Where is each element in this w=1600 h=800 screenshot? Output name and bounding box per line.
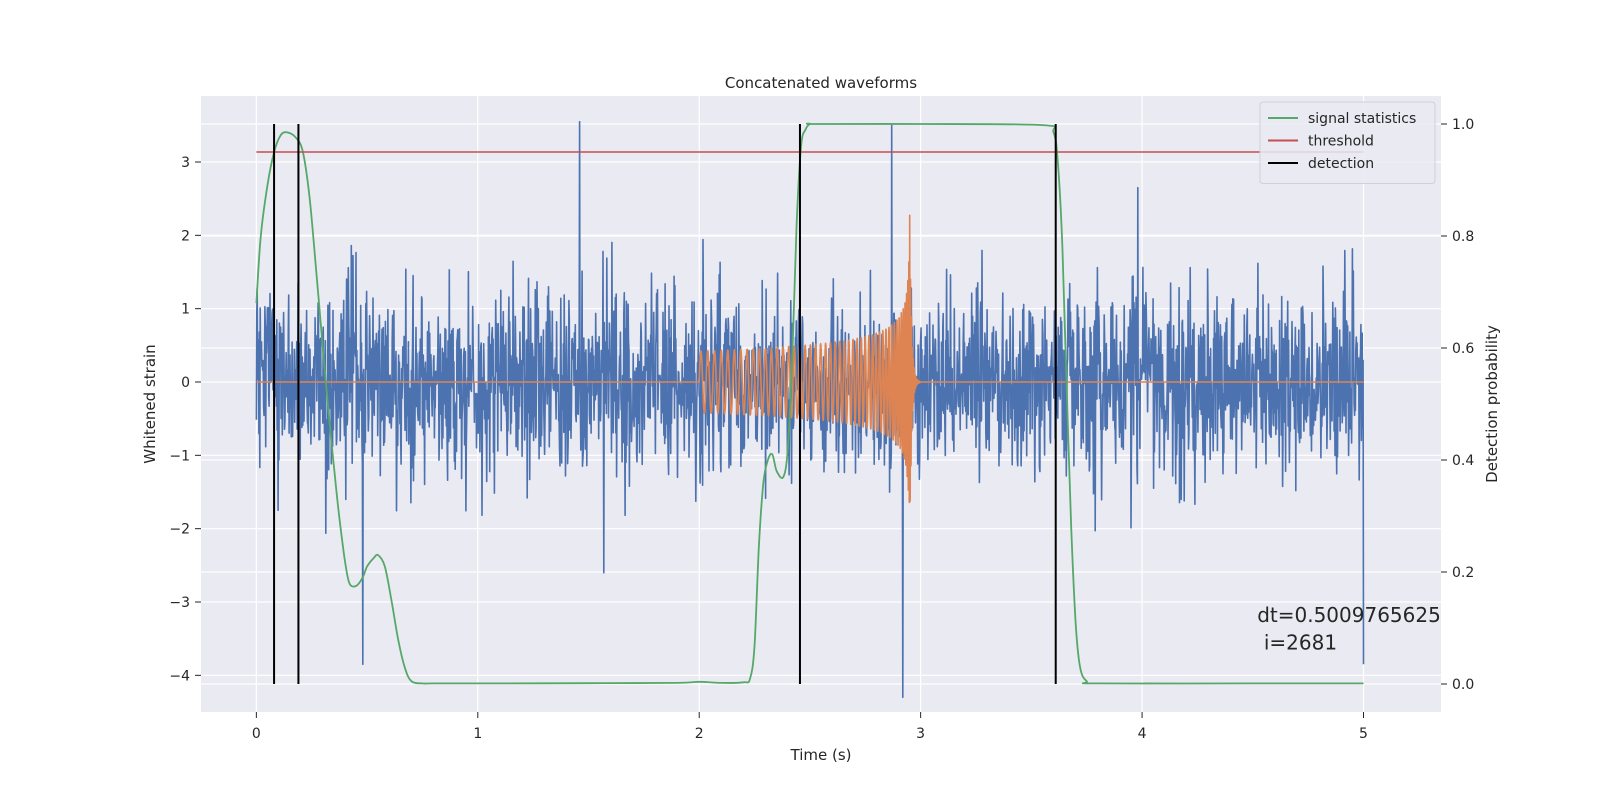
series-strain-noise (255, 120, 1365, 699)
legend-entry: detection (1308, 156, 1374, 172)
x-tick-label: 3 (916, 726, 925, 742)
y-tick-label: 3 (181, 155, 190, 171)
annotations: dt=0.5009765625 i=2681 (1257, 603, 1441, 654)
legend-box (1259, 101, 1436, 184)
y-axis-label: Whitened strain (141, 344, 159, 463)
y2-tick-label: 0.2 (1452, 565, 1474, 581)
y-tick-label: 1 (181, 302, 190, 318)
plot-series (255, 120, 1365, 699)
annotation-text: dt=0.5009765625 (1257, 603, 1441, 627)
x-tick-label: 2 (695, 726, 704, 742)
x-tick-label: 4 (1138, 726, 1147, 742)
y-tick-label: 2 (181, 228, 190, 244)
x-axis-label: Time (s) (790, 746, 852, 764)
x-tick-label: 5 (1359, 726, 1368, 742)
legend: signal statistics threshold detection (1259, 101, 1436, 184)
y-tick-label: −1 (169, 448, 190, 464)
y-tick-label: 0 (181, 375, 190, 391)
y-tick-label: −2 (169, 522, 190, 538)
y2-tick-label: 0.4 (1452, 453, 1474, 469)
y2-tick-label: 0.8 (1452, 229, 1474, 245)
x-tick-label: 0 (252, 726, 261, 742)
legend-entry: threshold (1308, 134, 1374, 150)
y-tick-label: −4 (169, 668, 190, 684)
series-signal-statistics (255, 122, 1364, 685)
y-tick-label: −3 (169, 595, 190, 611)
x-tick-label: 1 (473, 726, 482, 742)
y2-axis-label: Detection probability (1483, 325, 1501, 483)
y2-tick-label: 1.0 (1452, 117, 1474, 133)
chart-title: Concatenated waveforms (725, 74, 917, 92)
legend-entry: signal statistics (1308, 111, 1416, 127)
axes: 0 1 2 3 4 5 −4 −3 −2 −1 0 1 2 3 0.0 0.2 0.4 0.6 0.8 1.0 (169, 117, 1474, 742)
series-injected-chirp (256, 214, 1364, 504)
y2-tick-label: 0.0 (1452, 677, 1474, 693)
y2-tick-label: 0.6 (1452, 341, 1474, 357)
annotation-text: i=2681 (1264, 630, 1337, 654)
